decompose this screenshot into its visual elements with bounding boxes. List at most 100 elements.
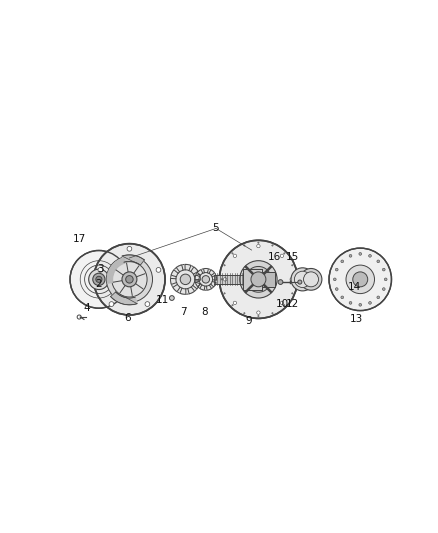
Bar bbox=[262, 272, 276, 287]
Circle shape bbox=[244, 312, 245, 314]
Circle shape bbox=[284, 304, 285, 306]
Circle shape bbox=[195, 269, 217, 290]
Polygon shape bbox=[194, 274, 200, 280]
Circle shape bbox=[377, 296, 380, 298]
Circle shape bbox=[349, 254, 352, 257]
Circle shape bbox=[369, 254, 371, 257]
Circle shape bbox=[96, 276, 102, 282]
Circle shape bbox=[304, 272, 318, 287]
Circle shape bbox=[278, 280, 283, 285]
Polygon shape bbox=[185, 264, 191, 271]
Text: 3: 3 bbox=[97, 264, 104, 274]
Circle shape bbox=[88, 269, 109, 289]
Circle shape bbox=[232, 304, 233, 306]
Polygon shape bbox=[211, 281, 216, 287]
Circle shape bbox=[333, 278, 336, 281]
Text: 14: 14 bbox=[347, 282, 361, 292]
Circle shape bbox=[341, 260, 343, 263]
Circle shape bbox=[290, 278, 293, 281]
Circle shape bbox=[112, 262, 147, 297]
Circle shape bbox=[224, 265, 225, 266]
Circle shape bbox=[257, 245, 260, 248]
Circle shape bbox=[94, 244, 165, 315]
Text: 2: 2 bbox=[95, 279, 102, 289]
Circle shape bbox=[382, 268, 385, 271]
Circle shape bbox=[126, 276, 133, 283]
Circle shape bbox=[170, 296, 174, 301]
Circle shape bbox=[385, 278, 387, 281]
Circle shape bbox=[369, 302, 371, 304]
Circle shape bbox=[202, 276, 209, 283]
Circle shape bbox=[170, 264, 200, 294]
Polygon shape bbox=[200, 285, 205, 290]
Polygon shape bbox=[111, 292, 137, 305]
Polygon shape bbox=[193, 282, 200, 289]
Polygon shape bbox=[204, 269, 208, 273]
Circle shape bbox=[294, 271, 311, 287]
Circle shape bbox=[349, 302, 352, 304]
Circle shape bbox=[127, 246, 132, 251]
Circle shape bbox=[272, 312, 273, 314]
Circle shape bbox=[233, 254, 237, 257]
Polygon shape bbox=[195, 281, 201, 287]
Circle shape bbox=[93, 273, 105, 286]
Polygon shape bbox=[206, 285, 212, 290]
Circle shape bbox=[359, 303, 362, 306]
Circle shape bbox=[224, 293, 225, 294]
Bar bbox=[214, 275, 243, 284]
Polygon shape bbox=[173, 285, 180, 292]
Circle shape bbox=[258, 316, 259, 317]
Text: 9: 9 bbox=[246, 316, 252, 326]
Circle shape bbox=[109, 302, 114, 306]
Polygon shape bbox=[180, 288, 186, 294]
Text: 10: 10 bbox=[276, 299, 290, 309]
Polygon shape bbox=[176, 265, 183, 272]
Circle shape bbox=[232, 253, 233, 254]
Circle shape bbox=[292, 265, 293, 266]
Polygon shape bbox=[114, 258, 125, 268]
Text: 8: 8 bbox=[201, 306, 208, 317]
Text: 7: 7 bbox=[180, 306, 187, 317]
Circle shape bbox=[280, 254, 284, 257]
Circle shape bbox=[219, 240, 297, 318]
Circle shape bbox=[294, 279, 296, 280]
Text: 17: 17 bbox=[73, 233, 86, 244]
Text: 12: 12 bbox=[286, 299, 299, 309]
Circle shape bbox=[156, 268, 161, 272]
Circle shape bbox=[304, 272, 318, 286]
Polygon shape bbox=[171, 270, 178, 277]
Circle shape bbox=[377, 260, 380, 263]
Polygon shape bbox=[107, 272, 113, 283]
Circle shape bbox=[233, 301, 237, 304]
Polygon shape bbox=[209, 270, 215, 276]
Circle shape bbox=[180, 274, 191, 285]
Circle shape bbox=[240, 261, 277, 298]
Circle shape bbox=[251, 272, 266, 287]
Circle shape bbox=[223, 278, 227, 281]
Circle shape bbox=[382, 288, 385, 290]
Polygon shape bbox=[212, 275, 217, 280]
Circle shape bbox=[122, 272, 137, 287]
Circle shape bbox=[258, 242, 259, 244]
Circle shape bbox=[284, 253, 285, 254]
Circle shape bbox=[341, 296, 343, 298]
Circle shape bbox=[359, 253, 362, 255]
Circle shape bbox=[291, 268, 314, 291]
Polygon shape bbox=[170, 278, 177, 285]
Circle shape bbox=[298, 280, 302, 284]
Circle shape bbox=[336, 288, 338, 290]
Circle shape bbox=[98, 268, 103, 272]
Circle shape bbox=[257, 311, 260, 314]
Polygon shape bbox=[108, 264, 117, 275]
Polygon shape bbox=[122, 255, 144, 265]
Text: 13: 13 bbox=[350, 314, 364, 325]
Circle shape bbox=[106, 256, 152, 302]
Circle shape bbox=[292, 293, 293, 294]
Text: 5: 5 bbox=[213, 223, 219, 233]
Polygon shape bbox=[188, 287, 194, 294]
Polygon shape bbox=[197, 270, 203, 275]
Polygon shape bbox=[195, 275, 200, 280]
Circle shape bbox=[295, 272, 310, 287]
Circle shape bbox=[300, 269, 322, 290]
Circle shape bbox=[221, 279, 223, 280]
